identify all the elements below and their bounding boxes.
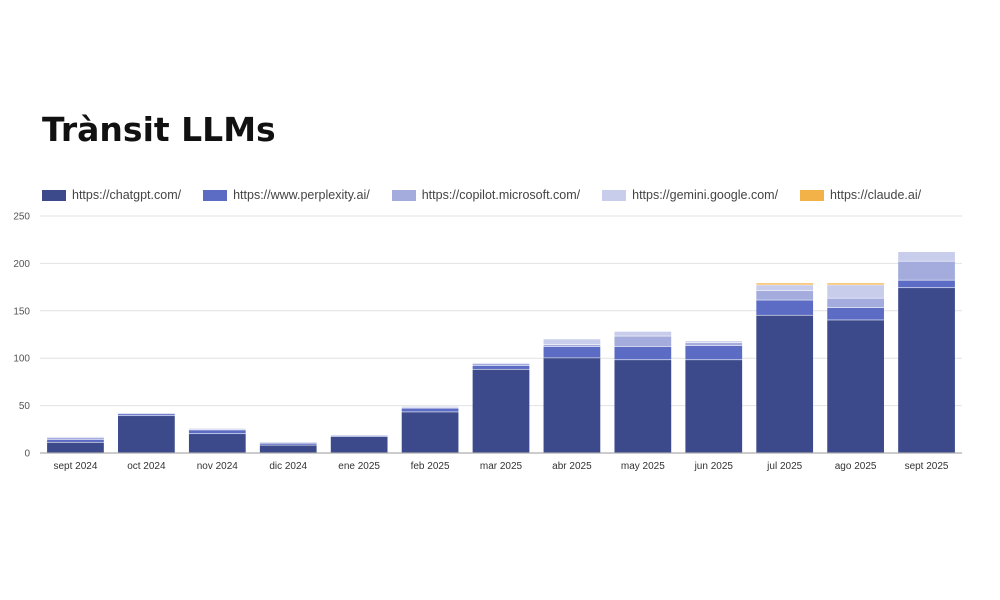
x-tick-label: sept 2024 — [53, 461, 97, 472]
bar-segment-1 — [47, 439, 104, 442]
bar-segment-0 — [259, 445, 317, 453]
legend-swatch — [602, 189, 627, 201]
bar-segment-0 — [614, 360, 672, 453]
bar-segment-0 — [685, 360, 743, 453]
bar-segment-2 — [756, 290, 814, 300]
bar-segment-3 — [543, 339, 601, 345]
bar-segment-3 — [898, 252, 955, 261]
chart-title: Trànsit LLMs — [42, 110, 276, 149]
bar-segment-1 — [259, 443, 317, 445]
legend-label: https://gemini.google.com/ — [632, 188, 779, 202]
bar-segment-2 — [543, 344, 601, 347]
bar-segment-2 — [47, 437, 104, 440]
legend-item-0: https://chatgpt.com/ — [42, 188, 181, 202]
bar-segment-1 — [401, 408, 459, 412]
x-tick-label: may 2025 — [621, 461, 665, 472]
bar-segment-0 — [756, 315, 814, 453]
y-tick-label: 0 — [24, 449, 30, 460]
legend-item-1: https://www.perplexity.ai/ — [203, 188, 370, 202]
x-tick-label: ene 2025 — [338, 461, 380, 472]
chart-legend: https://chatgpt.com/https://www.perplexi… — [42, 188, 943, 202]
bar-segment-2 — [898, 261, 955, 280]
bar-segment-0 — [47, 442, 104, 453]
bar-segment-1 — [685, 345, 743, 360]
bar-segment-0 — [118, 416, 175, 453]
x-tick-label: dic 2024 — [269, 461, 307, 472]
bar-segment-1 — [472, 365, 530, 369]
legend-swatch — [391, 189, 416, 201]
legend-label: https://copilot.microsoft.com/ — [421, 188, 581, 202]
x-tick-label: feb 2025 — [411, 461, 450, 472]
bar-segment-3 — [685, 341, 743, 343]
legend-label: https://chatgpt.com/ — [72, 188, 182, 202]
bar-segment-1 — [118, 414, 175, 416]
bar-segment-2 — [472, 363, 530, 366]
bar-segment-0 — [827, 320, 884, 453]
y-tick-label: 150 — [13, 306, 30, 317]
bar-segment-0 — [188, 434, 246, 453]
y-tick-label: 50 — [19, 401, 31, 412]
x-tick-label: ago 2025 — [835, 461, 877, 472]
legend-swatch — [203, 189, 228, 201]
legend-label: https://claude.ai/ — [830, 188, 922, 202]
bar-segment-2 — [827, 298, 884, 308]
x-tick-label: sept 2025 — [905, 461, 949, 472]
bar-segment-1 — [543, 346, 601, 358]
bar-segment-1 — [188, 430, 246, 434]
bar-segment-2 — [614, 336, 672, 347]
bar-segment-3 — [827, 285, 884, 298]
bar-segment-3 — [756, 285, 814, 291]
legend-label: https://www.perplexity.ai/ — [233, 188, 370, 202]
x-tick-label: nov 2024 — [197, 461, 239, 472]
bar-segment-0 — [401, 412, 459, 453]
x-tick-label: abr 2025 — [552, 461, 592, 472]
legend-item-4: https://claude.ai/ — [800, 188, 921, 202]
bar-segment-4 — [756, 283, 814, 285]
legend-item-2: https://copilot.microsoft.com/ — [391, 188, 581, 202]
bar-segment-2 — [685, 343, 743, 346]
x-tick-label: jun 2025 — [694, 461, 734, 472]
bar-segment-4 — [827, 283, 884, 285]
legend-swatch — [800, 189, 825, 201]
bar-segment-1 — [827, 307, 884, 320]
bar-segment-3 — [614, 331, 672, 336]
bar-segment-0 — [543, 358, 601, 453]
bar-segment-0 — [898, 288, 955, 453]
bar-segment-1 — [756, 300, 814, 315]
bar-segment-1 — [614, 346, 672, 360]
legend-swatch — [42, 189, 66, 201]
x-tick-label: jul 2025 — [766, 461, 802, 472]
bar-segment-0 — [472, 369, 530, 453]
y-tick-label: 100 — [13, 354, 30, 365]
legend-item-3: https://gemini.google.com/ — [602, 188, 778, 202]
x-tick-label: mar 2025 — [480, 461, 523, 472]
bar-segment-1 — [898, 280, 955, 288]
bar-segment-0 — [330, 436, 388, 453]
x-tick-label: oct 2024 — [127, 461, 166, 472]
chart-plot: 0 50 100 150 200 250 sept 2024 oct 2024 nov 2024… — [13, 212, 962, 472]
y-tick-label: 200 — [13, 259, 30, 270]
y-tick-label: 250 — [13, 212, 30, 223]
